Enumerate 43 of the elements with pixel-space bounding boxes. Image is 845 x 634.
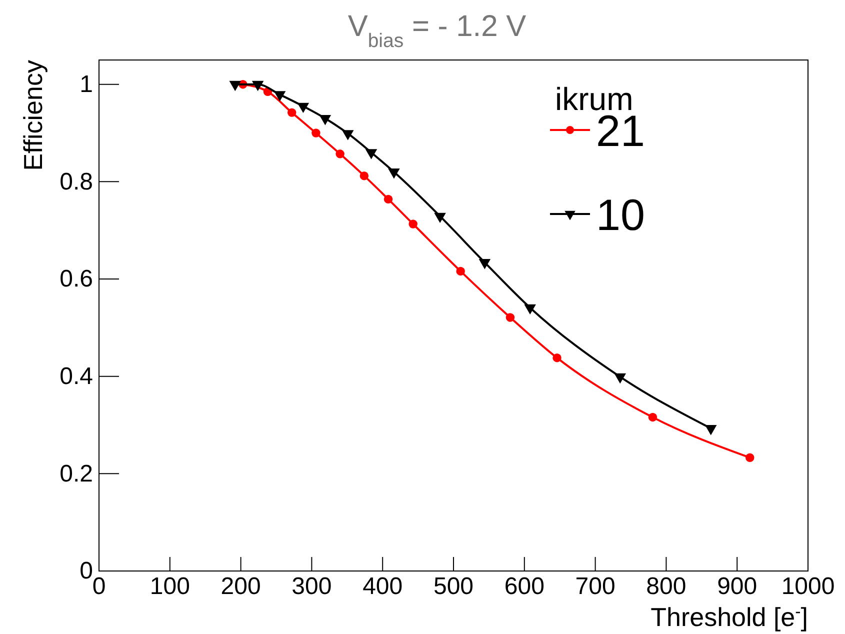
point: [704, 425, 717, 436]
legend-label: 10: [596, 191, 645, 240]
y-tick-label: 0.2: [60, 460, 93, 488]
chart-title: V$_{bias}$ = - 1.2 V: [348, 10, 526, 52]
x-tick-label: 800: [646, 573, 686, 600]
x-tick-label: 900: [717, 573, 758, 600]
x-tick-label: 500: [433, 573, 474, 600]
point: [456, 266, 465, 276]
y-tick-label: 0.8: [60, 168, 93, 196]
x-tick-label: 400: [362, 573, 403, 600]
x-tick-label: 100: [150, 573, 190, 600]
point: [229, 80, 242, 92]
point: [478, 259, 491, 270]
point: [360, 171, 369, 180]
point: [274, 91, 286, 102]
point: [312, 128, 320, 138]
point: [524, 304, 536, 315]
point: [252, 80, 264, 92]
point: [506, 313, 515, 322]
point: [336, 150, 344, 158]
point: [319, 115, 332, 126]
point: [384, 194, 393, 204]
point: [342, 130, 354, 140]
x-tick-label: 600: [504, 573, 544, 600]
point: [287, 108, 296, 117]
x-tick-label: 200: [220, 573, 261, 600]
point: [614, 373, 626, 384]
x-axis-title: Threshold [e$^{-}$]: [650, 602, 808, 632]
y-axis-title: Efficiency: [18, 60, 48, 171]
x-tick-label: 700: [575, 573, 616, 600]
point: [648, 412, 658, 422]
point: [434, 212, 446, 224]
x-tick-label: 300: [292, 573, 332, 600]
point: [365, 149, 378, 160]
point: [408, 220, 418, 228]
point: [297, 102, 310, 114]
y-tick-label: 0.4: [60, 363, 93, 390]
point: [745, 453, 754, 462]
x-tick-label: 1000: [781, 573, 835, 600]
point: [552, 353, 562, 362]
point: [388, 168, 400, 179]
y-tick-label: 0.6: [60, 266, 93, 293]
y-tick-label: 1: [80, 71, 93, 98]
